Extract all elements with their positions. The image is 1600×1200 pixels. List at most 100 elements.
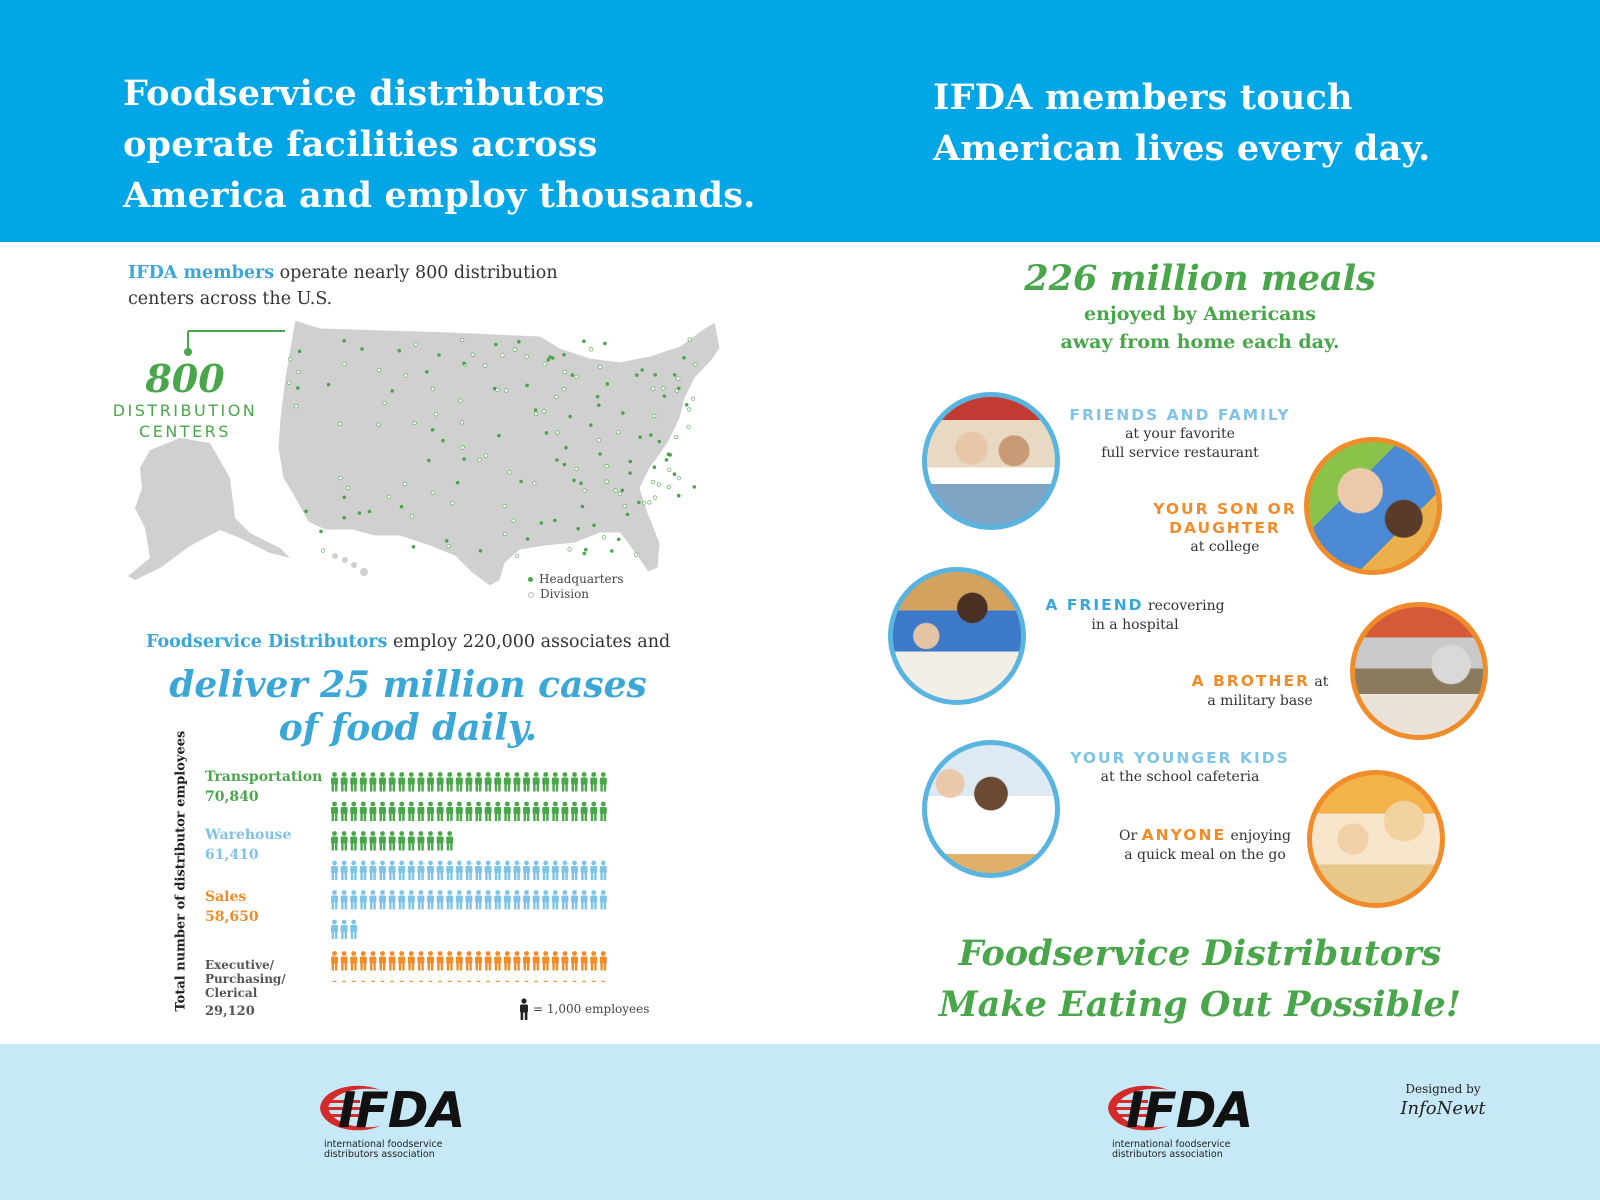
facility-dot <box>504 388 509 393</box>
facility-dot <box>640 368 644 372</box>
employee-figure-icon <box>388 801 396 821</box>
facility-dot <box>477 457 482 462</box>
employee-figure-icon <box>494 860 502 880</box>
employee-figure-icon <box>484 890 492 910</box>
facility-dot <box>672 472 677 476</box>
intro-text: IFDA members operate nearly 800 distribu… <box>128 260 588 312</box>
facility-dot <box>574 374 579 380</box>
facility-dot <box>319 529 323 534</box>
caption-younger-kids: YOUR YOUNGER KIDS at the school cafeteri… <box>1055 749 1305 787</box>
caption-line: recovering <box>1143 598 1225 614</box>
employee-figure-icon <box>591 980 596 982</box>
employee-figure-icon <box>359 951 367 971</box>
facility-dot <box>589 347 594 352</box>
employee-figure-icon <box>532 951 540 971</box>
employee-figure-icon <box>457 980 462 982</box>
employee-figure-icon <box>562 980 568 982</box>
facility-dot <box>346 485 351 491</box>
facility-dot <box>386 494 391 499</box>
caption-line: enjoying <box>1226 828 1291 844</box>
employee-figure-icon <box>389 980 395 982</box>
employee-figure-icon <box>455 801 463 821</box>
employee-figure-icon <box>388 890 396 910</box>
meals-count: 226 million meals <box>1024 258 1376 299</box>
employee-figure-icon <box>551 801 559 821</box>
caption-line: at your favorite <box>1125 426 1235 442</box>
employee-figure-icon <box>388 831 396 851</box>
facility-dot <box>539 521 544 525</box>
facility-dot <box>610 549 614 553</box>
facility-dot <box>507 470 512 475</box>
facility-dot <box>617 491 623 496</box>
right-headline: IFDA members touch American lives every … <box>933 77 1431 169</box>
employee-figure-icon <box>340 831 348 851</box>
employee-figure-icon <box>359 860 367 880</box>
employee-figure-icon <box>359 890 367 910</box>
facility-dot <box>296 386 300 390</box>
employee-figure-icon <box>340 772 348 792</box>
facility-dot <box>564 445 568 450</box>
facility-dot <box>492 386 497 391</box>
facility-dot <box>430 386 436 392</box>
employee-figure-icon <box>331 951 338 971</box>
facility-dot <box>458 398 463 403</box>
employee-figure-icon <box>417 772 425 792</box>
facility-dot <box>582 551 587 556</box>
facility-dot <box>596 438 601 443</box>
footer <box>0 1044 1600 1200</box>
hospital-photo <box>888 567 1026 705</box>
employee-figure-icon <box>417 831 425 851</box>
facility-dot <box>597 403 601 407</box>
ifda-logo-word: IFDA <box>338 1082 465 1139</box>
employee-figure-icon <box>513 951 521 971</box>
employee-figure-icon <box>446 951 454 971</box>
employee-figure-icon <box>503 801 511 821</box>
employment-statement: Foodservice Distributors employ 220,000 … <box>146 632 670 652</box>
employee-figure-icon <box>503 890 511 910</box>
facility-dot <box>460 337 465 343</box>
employee-figure-icon <box>359 772 367 792</box>
facility-dot <box>525 383 529 388</box>
employee-figure-icon <box>427 951 434 971</box>
facility-dot <box>533 411 539 416</box>
facility-dot <box>676 476 681 481</box>
facility-dot <box>613 488 618 493</box>
employee-figure-icon <box>455 951 463 971</box>
facility-dot <box>482 363 488 368</box>
employee-figure-icon <box>513 860 521 880</box>
caption-heading: A BROTHER <box>1191 672 1310 690</box>
facility-dot <box>337 421 343 426</box>
facility-dot <box>580 504 585 509</box>
facility-dot <box>604 464 609 469</box>
legend-division-label: Division <box>540 587 590 601</box>
facility-dot <box>544 431 549 435</box>
employee-figure-icon <box>551 890 559 910</box>
employee-figure-icon <box>465 801 473 821</box>
facility-dot <box>297 349 302 354</box>
facility-dot <box>551 356 555 360</box>
employee-figure-icon <box>494 801 502 821</box>
employee-figure-icon <box>561 890 569 910</box>
facility-dot <box>674 434 679 440</box>
us-map-icon <box>128 319 721 587</box>
distribution-centers-callout: 800 DISTRIBUTION CENTERS <box>105 358 265 442</box>
employee-figure-icon <box>340 890 348 910</box>
employee-figure-icon <box>532 890 540 910</box>
employee-figure-icon <box>601 980 606 982</box>
employee-figure-icon <box>388 951 396 971</box>
employee-figure-icon <box>331 801 338 821</box>
employee-figure-icon <box>513 772 521 792</box>
caption-line: a military base <box>1207 693 1313 709</box>
employee-figure-icon <box>417 951 425 971</box>
employee-figure-icon <box>436 890 444 910</box>
employee-figure-icon <box>379 772 386 792</box>
employee-figure-icon <box>436 951 444 971</box>
employee-figure-icon <box>561 860 569 880</box>
employee-figure-icon <box>465 890 473 910</box>
facility-dot <box>647 500 652 505</box>
facility-dot <box>598 452 602 456</box>
facility-dot <box>653 495 658 500</box>
division-dot-icon <box>528 591 534 598</box>
employee-figure-icon <box>475 772 482 792</box>
legend-headquarters-label: Headquarters <box>539 572 624 586</box>
